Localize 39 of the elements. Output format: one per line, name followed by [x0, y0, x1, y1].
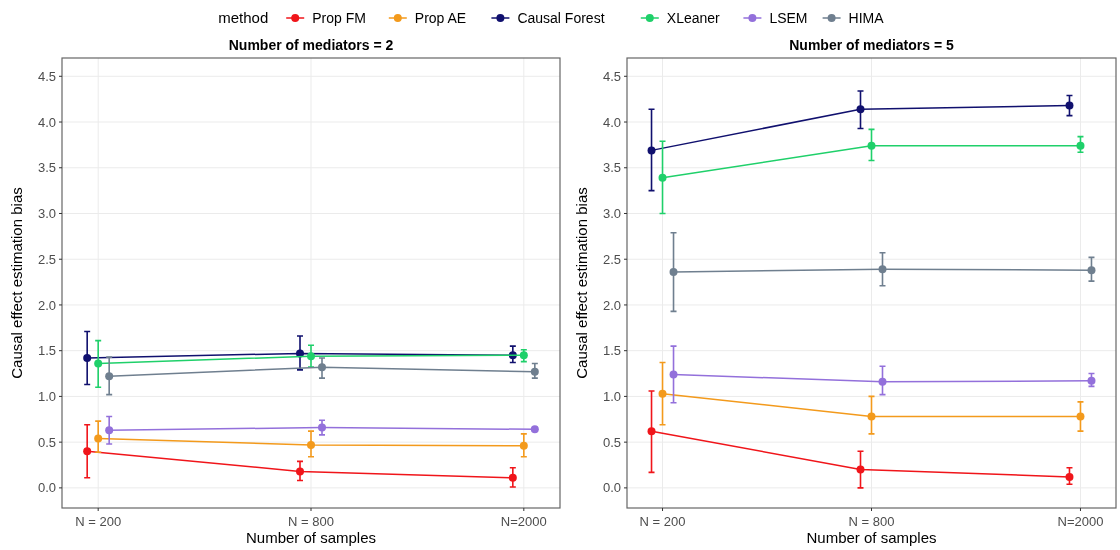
y-tick-label: 3.0	[37, 206, 56, 222]
legend-title: method	[218, 9, 269, 27]
y-axis-title: Causal effect estimation bias	[573, 187, 590, 379]
legend-label: Causal Forest	[517, 9, 605, 26]
y-tick-label: 0.0	[37, 480, 56, 496]
legend-label: LSEM	[769, 9, 808, 26]
x-axis-title: Number of samples	[806, 529, 937, 546]
x-tick-label: N = 200	[75, 514, 122, 529]
y-tick-label: 0.0	[602, 480, 621, 496]
y-tick-label: 4.0	[602, 114, 621, 130]
x-axis-title: Number of samples	[245, 529, 377, 546]
y-tick-label: 2.0	[602, 297, 621, 313]
x-tick-label: N = 800	[288, 514, 334, 529]
y-tick-label: 1.0	[37, 388, 56, 404]
y-tick-label: 0.5	[602, 434, 621, 450]
y-tick-label: 2.0	[37, 297, 56, 313]
chart-title: Number of mediators = 5	[789, 37, 954, 53]
x-tick-label: N=2000	[1057, 514, 1104, 529]
legend-label: Prop FM	[312, 9, 366, 26]
x-tick-label: N = 800	[848, 514, 895, 529]
y-tick-label: 4.5	[37, 68, 56, 84]
chart-title: Number of mediators = 2	[228, 37, 394, 53]
y-tick-label: 4.5	[602, 68, 621, 84]
legend-label: Prop AE	[414, 9, 467, 26]
y-axis-title: Causal effect estimation bias	[8, 187, 25, 379]
y-tick-label: 2.5	[37, 251, 56, 267]
legend-label: XLeaner	[666, 9, 721, 26]
y-tick-label: 1.5	[37, 343, 56, 359]
y-tick-label: 2.5	[602, 251, 621, 267]
x-tick-label: N = 200	[639, 514, 686, 529]
legend-label: HIMA	[848, 9, 885, 26]
x-tick-label: N=2000	[500, 514, 547, 529]
y-tick-label: 3.5	[602, 160, 621, 176]
y-tick-label: 0.5	[37, 434, 56, 450]
y-tick-label: 3.5	[37, 160, 56, 176]
y-tick-label: 3.0	[602, 206, 621, 222]
y-tick-label: 4.0	[37, 114, 56, 130]
y-tick-label: 1.0	[602, 388, 621, 404]
y-tick-label: 1.5	[602, 343, 621, 359]
